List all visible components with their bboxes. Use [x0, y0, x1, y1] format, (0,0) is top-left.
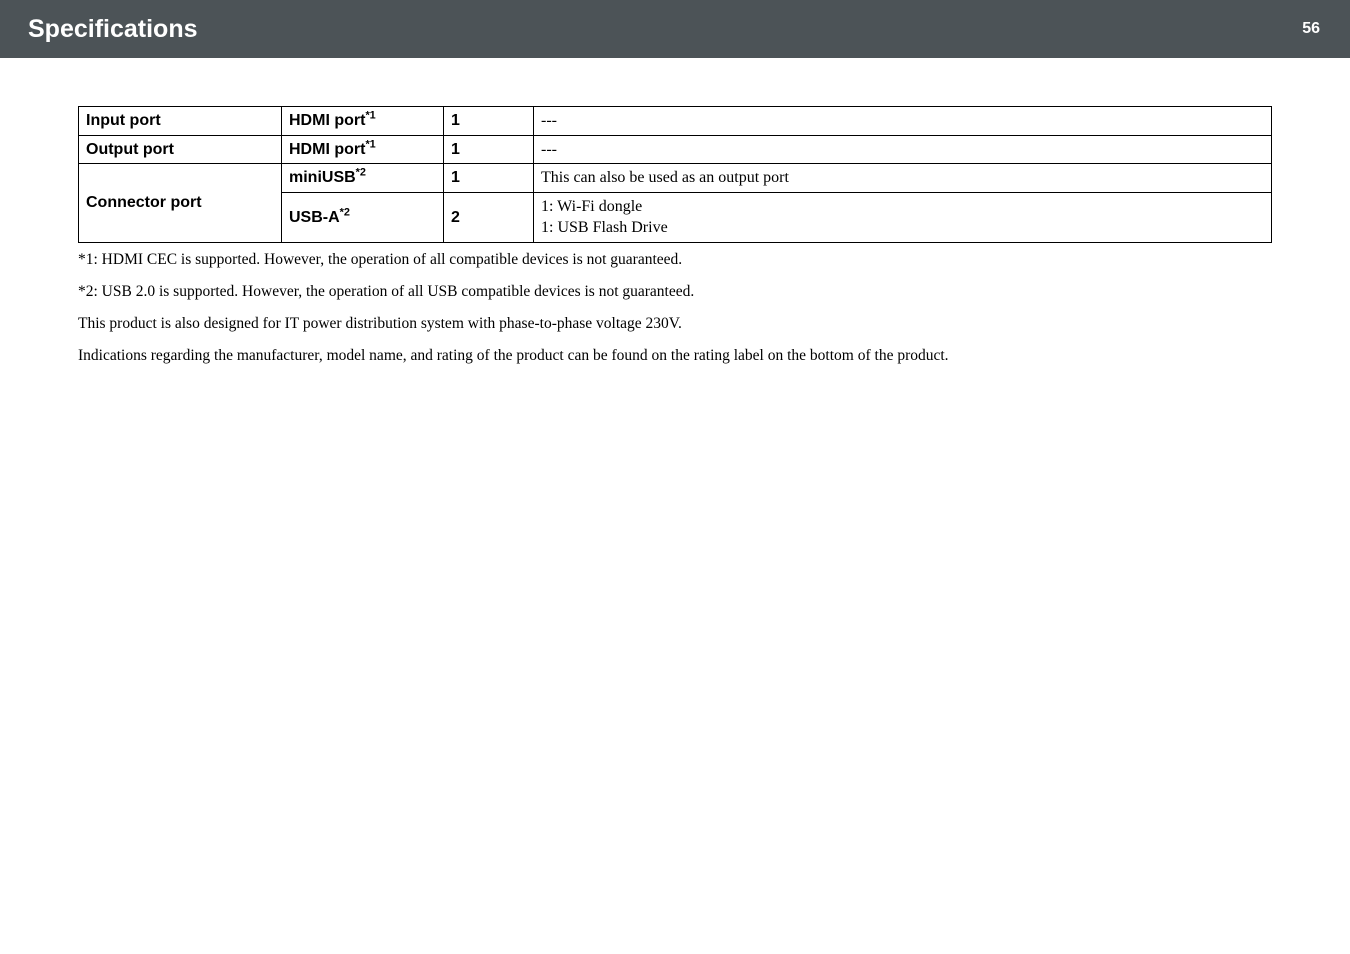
row-label: Output port [79, 135, 282, 164]
port-count: 1 [444, 164, 534, 193]
footnote-4: Indications regarding the manufacturer, … [78, 346, 1272, 367]
desc-line-2: 1: USB Flash Drive [541, 219, 668, 236]
content-area: Input port HDMI port*1 1 --- Output port… [0, 58, 1350, 367]
port-name: miniUSB*2 [282, 164, 444, 193]
port-count: 1 [444, 107, 534, 136]
header-bar: Specifications 56 [0, 0, 1350, 58]
footnotes: *1: HDMI CEC is supported. However, the … [78, 250, 1272, 367]
footnote-3: This product is also designed for IT pow… [78, 314, 1272, 335]
port-count: 1 [444, 135, 534, 164]
footnote-2: *2: USB 2.0 is supported. However, the o… [78, 282, 1272, 303]
desc-line-1: 1: Wi-Fi dongle [541, 198, 642, 215]
page-title: Specifications [28, 15, 198, 44]
page-number: 56 [1302, 20, 1320, 38]
footnote-1: *1: HDMI CEC is supported. However, the … [78, 250, 1272, 271]
table-row: Input port HDMI port*1 1 --- [79, 107, 1272, 136]
port-desc: --- [534, 135, 1272, 164]
port-text: HDMI port [289, 112, 365, 129]
page: Specifications 56 Input port HDMI port*1… [0, 0, 1350, 954]
port-text: USB-A [289, 209, 340, 226]
port-sup: *1 [365, 110, 375, 122]
port-sup: *1 [365, 138, 375, 150]
port-sup: *2 [340, 206, 350, 218]
port-count: 2 [444, 192, 534, 242]
row-group-label: Connector port [79, 164, 282, 243]
table-row: Output port HDMI port*1 1 --- [79, 135, 1272, 164]
port-name: HDMI port*1 [282, 135, 444, 164]
port-text: HDMI port [289, 141, 365, 158]
port-text: miniUSB [289, 169, 356, 186]
specifications-table: Input port HDMI port*1 1 --- Output port… [78, 106, 1272, 243]
port-desc: --- [534, 107, 1272, 136]
port-desc: 1: Wi-Fi dongle 1: USB Flash Drive [534, 192, 1272, 242]
port-sup: *2 [356, 167, 366, 179]
port-desc: This can also be used as an output port [534, 164, 1272, 193]
row-label: Input port [79, 107, 282, 136]
table-row: Connector port miniUSB*2 1 This can also… [79, 164, 1272, 193]
port-name: USB-A*2 [282, 192, 444, 242]
port-name: HDMI port*1 [282, 107, 444, 136]
